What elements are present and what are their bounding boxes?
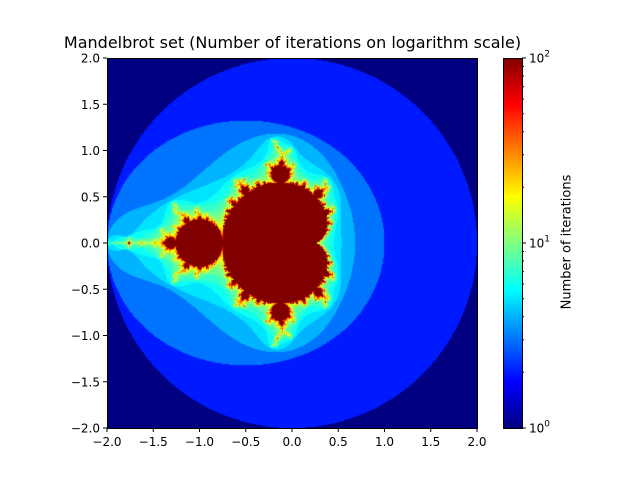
x-tick-label: 0.0 xyxy=(282,435,301,449)
x-tick-label: 2.0 xyxy=(467,435,486,449)
colorbar-tick-label: 100 xyxy=(529,420,550,436)
mandelbrot-heatmap xyxy=(107,58,477,428)
y-tick-label: 1.5 xyxy=(81,98,100,112)
x-tick-label: −0.5 xyxy=(231,435,260,449)
x-axis: −2.0 −1.5 −1.0 −0.5 0.0 0.5 1.0 1.5 2.0 xyxy=(92,428,487,449)
y-tick-label: −1.0 xyxy=(71,329,100,343)
colorbar-frame xyxy=(503,58,523,429)
colorbar-gradient xyxy=(503,58,522,428)
colorbar-label: Number of iterations xyxy=(559,174,575,310)
colorbar-tick-label: 101 xyxy=(529,235,550,251)
y-tick-label: 1.0 xyxy=(81,144,100,158)
x-tick-label: −1.0 xyxy=(185,435,214,449)
y-tick-label: −1.5 xyxy=(71,375,100,389)
x-tick-label: 1.5 xyxy=(421,435,440,449)
y-tick-label: 0.5 xyxy=(81,190,100,204)
y-tick-label: −0.5 xyxy=(71,283,100,297)
plot-frame xyxy=(107,58,478,429)
y-tick-label: 2.0 xyxy=(81,52,100,66)
colorbar-axis: 102 101 100 xyxy=(522,50,550,436)
x-tick-label: −2.0 xyxy=(92,435,121,449)
y-tick-label: 0.0 xyxy=(81,237,100,251)
y-tick-label: −2.0 xyxy=(71,422,100,436)
chart-title: Mandelbrot set (Number of iterations on … xyxy=(63,33,522,52)
y-axis: 2.0 1.5 1.0 0.5 0.0 −0.5 −1.0 −1.5 −2.0 xyxy=(71,52,107,436)
colorbar-tick-label: 102 xyxy=(529,50,550,66)
x-tick-label: −1.5 xyxy=(139,435,168,449)
x-tick-label: 1.0 xyxy=(375,435,394,449)
x-tick-label: 0.5 xyxy=(329,435,348,449)
